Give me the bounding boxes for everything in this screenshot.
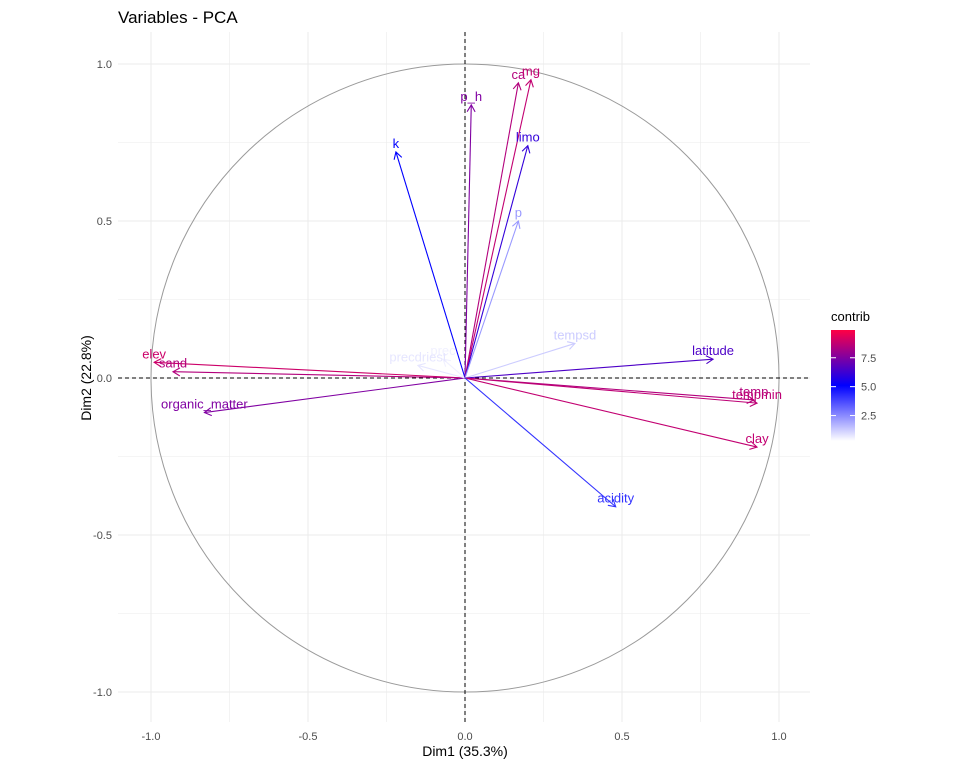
legend: contrib 2.5 5.0 7.5 bbox=[831, 309, 876, 441]
arrow-prec bbox=[442, 358, 466, 379]
variable-arrows bbox=[153, 78, 759, 508]
arrow-sand bbox=[171, 367, 466, 379]
label-elev: elev bbox=[142, 346, 166, 361]
arrow-mg bbox=[464, 78, 534, 379]
label-mg: mg bbox=[522, 64, 540, 79]
arrow-limo bbox=[464, 144, 531, 379]
arrow-tempsd bbox=[464, 341, 576, 379]
arrow-clay bbox=[464, 377, 759, 450]
x-axis-title: Dim1 (35.3%) bbox=[422, 743, 508, 759]
x-tick-label: 0.5 bbox=[614, 731, 629, 743]
x-tick-label: 1.0 bbox=[771, 731, 786, 743]
label-prec: prec bbox=[430, 343, 456, 358]
legend-tick-label: 7.5 bbox=[861, 353, 876, 365]
y-axis-ticks: -1.0 -0.5 0.0 0.5 1.0 bbox=[93, 59, 112, 699]
arrow-p bbox=[464, 219, 521, 379]
label-limo: limo bbox=[516, 130, 540, 145]
y-tick-label: -1.0 bbox=[93, 687, 112, 699]
label-clay: clay bbox=[745, 431, 769, 446]
arrow-precdriest bbox=[416, 362, 466, 379]
y-tick-label: 0.5 bbox=[97, 216, 112, 228]
arrow-k bbox=[393, 150, 466, 379]
label-ca: ca bbox=[512, 67, 527, 82]
arrow-acidity bbox=[464, 377, 617, 508]
label-acidity: acidity bbox=[597, 491, 634, 506]
label-k: k bbox=[393, 136, 400, 151]
label-sand: sand bbox=[159, 356, 187, 371]
label-tempsd: tempsd bbox=[554, 327, 597, 342]
arrow-p_h bbox=[464, 103, 476, 379]
y-tick-label: 1.0 bbox=[97, 59, 112, 71]
label-organic_matter: organic_matter bbox=[161, 397, 248, 412]
x-axis-ticks: -1.0 -0.5 0.0 0.5 1.0 bbox=[142, 731, 787, 743]
arrow-organic_matter bbox=[203, 377, 466, 417]
arrow-elev bbox=[153, 358, 466, 379]
legend-ticks: 2.5 5.0 7.5 bbox=[831, 353, 876, 423]
x-tick-label: 0.0 bbox=[457, 731, 472, 743]
label-temp: temp bbox=[739, 384, 768, 399]
y-tick-label: 0.0 bbox=[97, 373, 112, 385]
label-latitude: latitude bbox=[692, 343, 734, 358]
x-tick-label: -1.0 bbox=[142, 731, 161, 743]
y-tick-label: -0.5 bbox=[93, 530, 112, 542]
label-tempmin: tempmin bbox=[732, 387, 782, 402]
legend-tick-label: 2.5 bbox=[861, 411, 876, 423]
label-precdriest: precdriest bbox=[389, 349, 446, 364]
arrow-tempmin bbox=[464, 377, 759, 408]
x-tick-label: -0.5 bbox=[299, 731, 318, 743]
arrow-latitude bbox=[464, 355, 715, 379]
chart-title: Variables - PCA bbox=[118, 8, 238, 27]
label-p_h: p_h bbox=[460, 89, 482, 104]
legend-colorbar bbox=[831, 330, 855, 441]
arrow-ca bbox=[464, 81, 522, 379]
legend-tick-label: 5.0 bbox=[861, 382, 876, 394]
label-p: p bbox=[515, 205, 522, 220]
y-axis-title: Dim2 (22.8%) bbox=[78, 335, 94, 421]
legend-title: contrib bbox=[831, 309, 870, 324]
